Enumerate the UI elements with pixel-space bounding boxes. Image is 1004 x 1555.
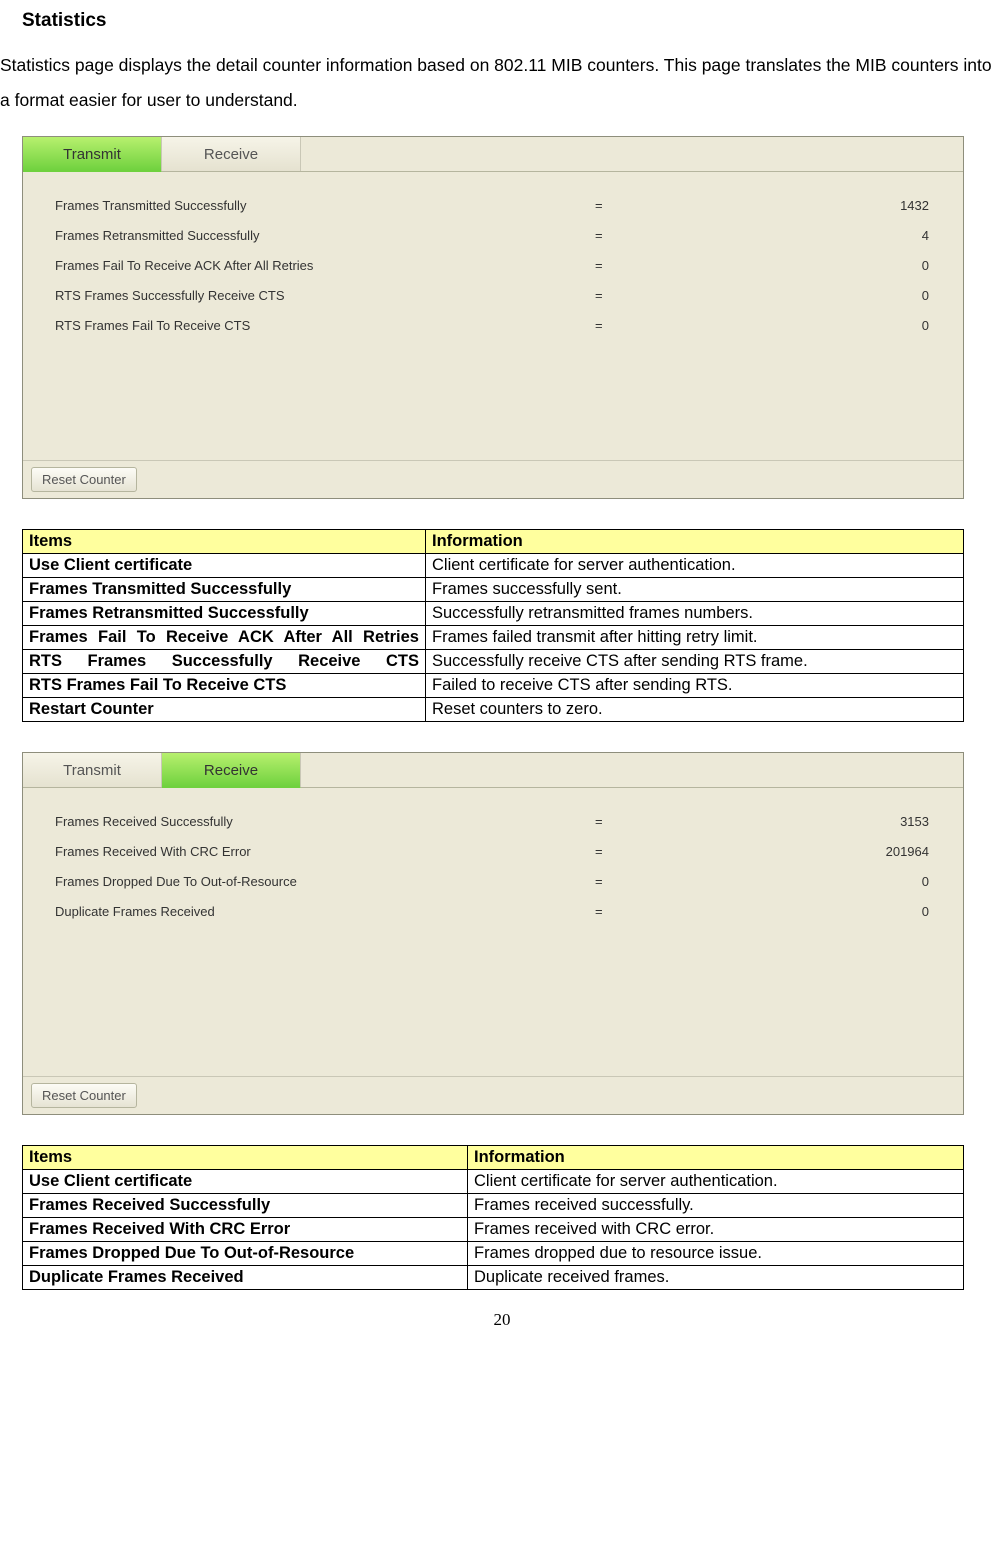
equals-icon: =	[595, 874, 655, 889]
stat-value: 0	[655, 904, 937, 919]
table-row: RTS Frames Fail To Receive CTSFailed to …	[23, 674, 964, 698]
equals-icon: =	[595, 198, 655, 213]
stat-value: 201964	[655, 844, 937, 859]
section-heading: Statistics	[22, 10, 1004, 32]
table-row: RTS Frames Successfully Receive CTSSucce…	[23, 650, 964, 674]
table-row: Use Client certificateClient certificate…	[23, 1170, 964, 1194]
cell-item: Use Client certificate	[23, 1170, 468, 1194]
stat-label: Frames Retransmitted Successfully	[55, 228, 595, 243]
reset-area: Reset Counter	[23, 1076, 963, 1114]
cell-item: Frames Dropped Due To Out-of-Resource	[23, 1242, 468, 1266]
stat-value: 0	[655, 874, 937, 889]
cell-info: Frames received successfully.	[468, 1194, 964, 1218]
cell-item: RTS Frames Fail To Receive CTS	[23, 674, 426, 698]
cell-item: Frames Retransmitted Successfully	[23, 602, 426, 626]
stat-row: Frames Fail To Receive ACK After All Ret…	[55, 250, 937, 280]
col-header-items: Items	[23, 530, 426, 554]
tab-receive[interactable]: Receive	[162, 137, 301, 171]
equals-icon: =	[595, 258, 655, 273]
cell-info: Successfully receive CTS after sending R…	[426, 650, 964, 674]
cell-info: Frames dropped due to resource issue.	[468, 1242, 964, 1266]
table-row: Frames Dropped Due To Out-of-ResourceFra…	[23, 1242, 964, 1266]
equals-icon: =	[595, 904, 655, 919]
cell-info: Failed to receive CTS after sending RTS.	[426, 674, 964, 698]
stats-panel-receive: Transmit Receive Frames Received Success…	[22, 752, 964, 1115]
stat-label: Frames Fail To Receive ACK After All Ret…	[55, 258, 595, 273]
tab-receive[interactable]: Receive	[162, 753, 301, 788]
stat-row: RTS Frames Successfully Receive CTS = 0	[55, 280, 937, 310]
col-header-info: Information	[468, 1146, 964, 1170]
cell-item: Duplicate Frames Received	[23, 1266, 468, 1290]
table-row: Frames Transmitted SuccessfullyFrames su…	[23, 578, 964, 602]
cell-info: Frames successfully sent.	[426, 578, 964, 602]
table-row: Restart CounterReset counters to zero.	[23, 698, 964, 722]
cell-info: Client certificate for server authentica…	[426, 554, 964, 578]
definition-table-transmit: Items Information Use Client certificate…	[22, 529, 964, 722]
stats-body: Frames Transmitted Successfully = 1432 F…	[23, 172, 963, 460]
stat-value: 0	[655, 258, 937, 273]
reset-counter-button[interactable]: Reset Counter	[31, 467, 137, 492]
stat-label: Frames Received With CRC Error	[55, 844, 595, 859]
cell-info: Frames failed transmit after hitting ret…	[426, 626, 964, 650]
table-header-row: Items Information	[23, 1146, 964, 1170]
stats-body: Frames Received Successfully = 3153 Fram…	[23, 788, 963, 1076]
cell-info: Reset counters to zero.	[426, 698, 964, 722]
cell-item: Restart Counter	[23, 698, 426, 722]
stat-row: Frames Transmitted Successfully = 1432	[55, 190, 937, 220]
table-row: Frames Received With CRC ErrorFrames rec…	[23, 1218, 964, 1242]
stat-label: RTS Frames Successfully Receive CTS	[55, 288, 595, 303]
cell-item: Frames Transmitted Successfully	[23, 578, 426, 602]
stat-row: Frames Received Successfully = 3153	[55, 806, 937, 836]
equals-icon: =	[595, 228, 655, 243]
cell-info: Successfully retransmitted frames number…	[426, 602, 964, 626]
stat-row: RTS Frames Fail To Receive CTS = 0	[55, 310, 937, 340]
equals-icon: =	[595, 814, 655, 829]
cell-item: Frames Received Successfully	[23, 1194, 468, 1218]
stat-label: Frames Dropped Due To Out-of-Resource	[55, 874, 595, 889]
table-row: Frames Fail To Receive ACK After All Ret…	[23, 626, 964, 650]
reset-area: Reset Counter	[23, 460, 963, 498]
stat-row: Frames Received With CRC Error = 201964	[55, 836, 937, 866]
tab-transmit[interactable]: Transmit	[23, 753, 162, 787]
stat-row: Frames Dropped Due To Out-of-Resource = …	[55, 866, 937, 896]
stat-value: 3153	[655, 814, 937, 829]
cell-item: RTS Frames Successfully Receive CTS	[23, 650, 426, 674]
tab-bar: Transmit Receive	[23, 137, 963, 172]
stat-label: Duplicate Frames Received	[55, 904, 595, 919]
col-header-items: Items	[23, 1146, 468, 1170]
stat-value: 4	[655, 228, 937, 243]
stat-row: Frames Retransmitted Successfully = 4	[55, 220, 937, 250]
stat-value: 0	[655, 288, 937, 303]
stats-panel-transmit: Transmit Receive Frames Transmitted Succ…	[22, 136, 964, 499]
col-header-info: Information	[426, 530, 964, 554]
table-header-row: Items Information	[23, 530, 964, 554]
table-row: Frames Received SuccessfullyFrames recei…	[23, 1194, 964, 1218]
tab-bar: Transmit Receive	[23, 753, 963, 788]
stat-value: 1432	[655, 198, 937, 213]
cell-item: Use Client certificate	[23, 554, 426, 578]
stat-row: Duplicate Frames Received = 0	[55, 896, 937, 926]
definition-table-receive: Items Information Use Client certificate…	[22, 1145, 964, 1290]
cell-info: Client certificate for server authentica…	[468, 1170, 964, 1194]
cell-info: Duplicate received frames.	[468, 1266, 964, 1290]
cell-info: Frames received with CRC error.	[468, 1218, 964, 1242]
tab-transmit[interactable]: Transmit	[23, 137, 162, 172]
table-row: Frames Retransmitted SuccessfullySuccess…	[23, 602, 964, 626]
equals-icon: =	[595, 288, 655, 303]
table-row: Duplicate Frames ReceivedDuplicate recei…	[23, 1266, 964, 1290]
page-number: 20	[0, 1310, 1004, 1330]
cell-item: Frames Received With CRC Error	[23, 1218, 468, 1242]
intro-paragraph: Statistics page displays the detail coun…	[0, 48, 1004, 118]
stat-value: 0	[655, 318, 937, 333]
stat-label: RTS Frames Fail To Receive CTS	[55, 318, 595, 333]
table-row: Use Client certificateClient certificate…	[23, 554, 964, 578]
equals-icon: =	[595, 318, 655, 333]
document-page: Statistics Statistics page displays the …	[0, 0, 1004, 1330]
cell-item: Frames Fail To Receive ACK After All Ret…	[23, 626, 426, 650]
stat-label: Frames Transmitted Successfully	[55, 198, 595, 213]
stat-label: Frames Received Successfully	[55, 814, 595, 829]
equals-icon: =	[595, 844, 655, 859]
reset-counter-button[interactable]: Reset Counter	[31, 1083, 137, 1108]
